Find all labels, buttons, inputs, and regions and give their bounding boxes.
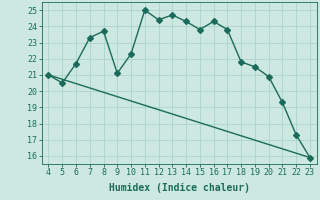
X-axis label: Humidex (Indice chaleur): Humidex (Indice chaleur)	[109, 183, 250, 193]
